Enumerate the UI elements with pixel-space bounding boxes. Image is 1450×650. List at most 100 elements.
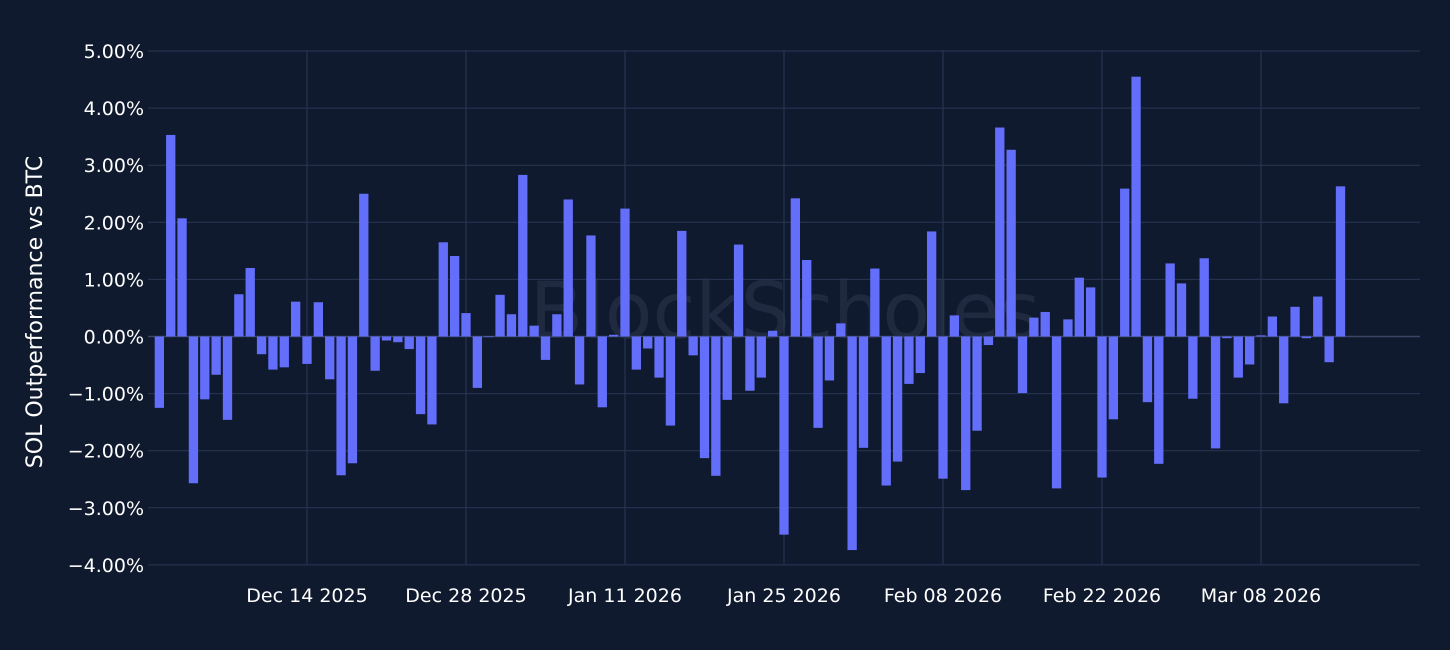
bar — [949, 315, 960, 337]
bar — [1176, 283, 1187, 337]
bar — [926, 231, 937, 337]
bar — [1154, 336, 1164, 464]
bar — [325, 336, 335, 380]
bar — [166, 134, 176, 337]
bar — [1222, 336, 1232, 339]
bar — [915, 336, 925, 374]
bar — [347, 336, 358, 464]
x-tick-label: Jan 25 2026 — [726, 585, 841, 607]
bar — [1233, 336, 1243, 378]
bar — [1279, 336, 1289, 404]
bar — [415, 336, 426, 415]
y-axis-title: SOL Outperformance vs BTC — [23, 156, 48, 468]
bar — [1335, 186, 1346, 337]
bar — [518, 174, 528, 337]
y-tick-label: 1.00% — [84, 269, 144, 291]
bar — [563, 199, 573, 337]
bar — [484, 336, 494, 338]
bar — [608, 334, 619, 337]
bar — [427, 336, 437, 425]
bar — [1199, 258, 1209, 337]
bar — [858, 336, 869, 448]
bar — [1120, 188, 1130, 337]
bar — [904, 336, 914, 384]
bar — [234, 294, 244, 337]
bar — [779, 336, 789, 535]
bar — [313, 302, 324, 337]
y-tick-label: 2.00% — [84, 212, 144, 234]
bar — [200, 336, 210, 400]
bar — [222, 336, 233, 420]
x-axis-tick-labels: Dec 14 2025 Dec 28 2025 Jan 11 2026 Jan 25 … — [246, 585, 1321, 607]
bar — [1006, 149, 1016, 337]
bar — [256, 336, 267, 355]
bar — [1040, 311, 1050, 337]
bar — [472, 336, 483, 388]
bar — [1142, 336, 1153, 403]
bar — [824, 336, 835, 381]
bar — [654, 336, 664, 378]
bar — [381, 336, 392, 341]
y-tick-label: −4.00% — [68, 555, 144, 577]
bar — [790, 198, 801, 337]
bar — [302, 336, 312, 364]
y-tick-label: −1.00% — [68, 384, 144, 406]
bar — [1256, 335, 1266, 337]
bar — [722, 336, 732, 400]
bar — [756, 336, 766, 378]
x-tick-label: Dec 28 2025 — [405, 585, 526, 607]
bar — [177, 218, 187, 337]
bar — [1051, 336, 1062, 489]
bar — [1188, 336, 1198, 399]
bar — [540, 336, 551, 360]
x-tick-label: Mar 08 2026 — [1201, 585, 1321, 607]
bar — [972, 336, 982, 431]
bars — [154, 76, 1346, 551]
bar — [404, 336, 414, 350]
y-tick-label: −2.00% — [68, 441, 144, 463]
bar — [983, 336, 994, 346]
y-tick-label: 4.00% — [84, 98, 144, 120]
bar — [586, 235, 596, 337]
bar — [813, 336, 823, 428]
bar — [597, 336, 607, 408]
bar — [449, 255, 460, 337]
bar — [836, 323, 846, 337]
bar — [461, 313, 471, 337]
bar — [745, 336, 755, 391]
bar — [1063, 319, 1073, 337]
bar — [1165, 263, 1175, 337]
bar — [802, 259, 812, 337]
bar — [1097, 336, 1107, 478]
bar — [1244, 336, 1255, 365]
bar — [699, 336, 710, 459]
bar — [1267, 316, 1278, 337]
bar — [574, 336, 585, 385]
x-tick-label: Feb 22 2026 — [1043, 585, 1161, 607]
bar — [961, 336, 971, 491]
bar — [847, 336, 857, 551]
bar — [665, 336, 676, 426]
y-tick-label: −3.00% — [68, 498, 144, 520]
x-tick-label: Jan 11 2026 — [567, 585, 682, 607]
bar — [529, 325, 539, 337]
bar — [370, 336, 380, 371]
bar — [359, 193, 369, 337]
bar — [767, 330, 778, 337]
bar — [552, 314, 562, 337]
bar — [631, 336, 642, 370]
bar — [677, 230, 687, 337]
bar — [643, 336, 653, 349]
y-tick-label: 0.00% — [84, 327, 144, 349]
bar — [1108, 336, 1119, 420]
bar — [438, 242, 448, 337]
bar — [938, 336, 948, 479]
bar — [870, 268, 880, 337]
bar — [290, 301, 301, 337]
bar — [154, 336, 165, 408]
bar — [268, 336, 278, 370]
y-axis-tick-labels: −4.00% −3.00% −2.00% −1.00% 0.00% 1.00% 2.00% 3… — [68, 41, 144, 577]
bar — [1324, 336, 1334, 363]
bar — [279, 336, 289, 368]
